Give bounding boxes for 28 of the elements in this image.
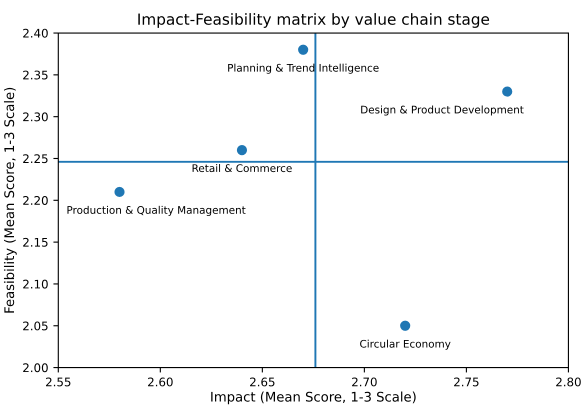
x-tick-label: 2.65 [250,378,274,386]
x-tick-label: 2.75 [454,378,479,386]
point [400,320,410,331]
x-tick-label: 2.80 [556,378,581,386]
y-tick-label: 2.00 [23,363,48,372]
point [502,86,512,97]
y-tick-label: 2.20 [23,196,48,205]
annotation: Design & Product Development [361,105,524,116]
x-tick-label: 2.60 [148,378,173,386]
x-axis-title: Impact (Mean Score, 1-3 Scale) [211,391,416,404]
x-tick-label: 2.55 [46,378,70,386]
y-axis-title: Feasibility (Mean Score, 1-3 Scale) [4,88,17,313]
x-tick-label: 2.70 [352,378,377,386]
y-tick-label: 2.15 [23,238,48,247]
point [236,145,248,156]
y-tick-label: 2.40 [23,28,48,38]
y-tick-label: 2.05 [23,321,48,330]
annotation: Production & Quality Management [67,206,246,216]
y-tick-label: 2.25 [23,154,48,164]
annotation: Planning & Trend Intelligence [228,64,379,74]
annotation: Retail & Commerce [192,164,292,172]
y-tick-label: 2.10 [23,280,48,289]
point [114,186,125,198]
annotation: Circular Economy [360,340,451,350]
y-tick-label: 2.30 [23,112,48,122]
y-tick-label: 2.35 [23,70,48,80]
chart-title: Impact-Feasibility matrix by value chain stage [138,13,490,28]
point [298,44,308,55]
